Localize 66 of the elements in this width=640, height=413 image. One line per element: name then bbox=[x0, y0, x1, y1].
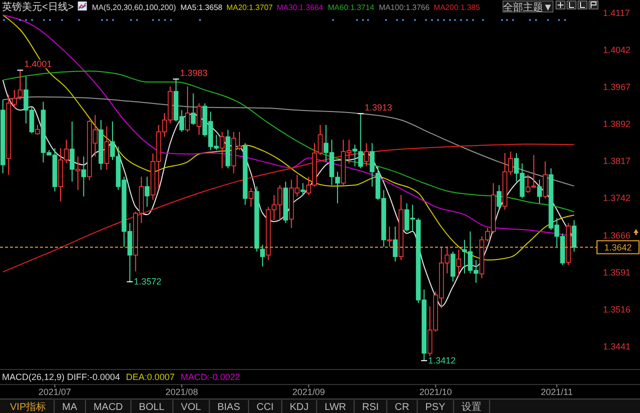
text: MA bbox=[62, 402, 78, 413]
y-tick-label: 1.3516 bbox=[603, 304, 631, 314]
candlestick bbox=[260, 244, 265, 267]
annotation: 全部主题▼ bbox=[503, 2, 553, 14]
candlestick bbox=[456, 249, 462, 277]
candlestick bbox=[81, 156, 86, 197]
text: MACD bbox=[93, 402, 123, 413]
text: MACD:-0.0022 bbox=[180, 372, 240, 382]
candlestick bbox=[537, 179, 542, 204]
annotation: 1.3983 bbox=[180, 68, 208, 78]
candlestick bbox=[572, 220, 577, 252]
candlestick bbox=[35, 124, 40, 136]
text: BOLL bbox=[138, 402, 165, 413]
y-tick-label: 1.3441 bbox=[603, 341, 631, 352]
y-tick-label: 1.3892 bbox=[603, 118, 631, 129]
candlestick bbox=[248, 188, 254, 208]
annotation: 1.3572 bbox=[134, 276, 162, 287]
y-tick-label: 1.3817 bbox=[603, 156, 631, 166]
text: CR bbox=[394, 402, 410, 413]
text: DEA:0.0007 bbox=[126, 372, 175, 382]
x-tick-label: 2021/09 bbox=[292, 387, 325, 397]
text: CCI bbox=[256, 402, 274, 413]
y-tick-label: 1.3591 bbox=[603, 267, 631, 278]
candlestick bbox=[387, 226, 392, 248]
candlestick bbox=[335, 171, 340, 204]
text: KDJ bbox=[290, 402, 309, 413]
candlestick bbox=[104, 126, 110, 170]
candlestick bbox=[300, 182, 306, 196]
line-series bbox=[2, 96, 575, 187]
y-tick-label: 1.4042 bbox=[603, 44, 631, 55]
candlestick bbox=[18, 70, 23, 100]
line-series bbox=[2, 70, 575, 212]
x-tick-label: 2021/08 bbox=[165, 387, 198, 397]
y-tick-label: 1.3967 bbox=[603, 82, 631, 92]
text: BIAS bbox=[217, 402, 240, 413]
line-series bbox=[2, 144, 575, 272]
candlestick bbox=[496, 184, 502, 210]
annotation: 1.3412 bbox=[428, 356, 456, 366]
text: MACD(26,12,9) DIFF:-0.0004 bbox=[2, 372, 120, 382]
x-tick-label: 2021/10 bbox=[419, 387, 452, 397]
candlestick bbox=[542, 160, 548, 199]
candlestick bbox=[392, 226, 398, 262]
candlestick bbox=[364, 142, 369, 167]
candlestick bbox=[450, 251, 456, 282]
y-tick-label: 1.3742 bbox=[603, 192, 631, 203]
text: RSI bbox=[362, 402, 379, 413]
y-tick-label: 1.3666 bbox=[603, 230, 631, 240]
x-tick-label: 2021/11 bbox=[540, 387, 573, 397]
candlestick bbox=[220, 131, 225, 169]
candlestick bbox=[190, 92, 196, 126]
text: 设置 bbox=[462, 401, 482, 413]
y-tick-label: 1.4117 bbox=[603, 8, 630, 18]
text: LWR bbox=[324, 402, 346, 413]
candlestick bbox=[185, 86, 190, 132]
candlestick bbox=[70, 120, 75, 182]
candlestick bbox=[370, 142, 375, 188]
candlestick bbox=[75, 156, 80, 191]
text: VIP指标 bbox=[10, 401, 46, 413]
x-tick-label: 2021/07 bbox=[38, 387, 72, 397]
chart-title: 英镑美元<日线> bbox=[2, 1, 74, 13]
annotation: 1.3913 bbox=[364, 102, 392, 113]
text: PSY bbox=[425, 402, 446, 413]
ref-line-label: 1.3642 bbox=[604, 242, 632, 253]
text: VOL bbox=[180, 402, 202, 413]
candlestick bbox=[144, 176, 150, 208]
candlestick bbox=[196, 102, 202, 136]
